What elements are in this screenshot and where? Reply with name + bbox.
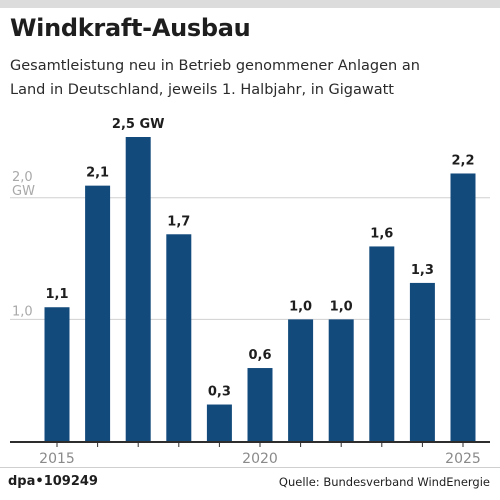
bar-2021	[288, 319, 314, 441]
bar-2024	[409, 282, 435, 441]
bar-2018	[166, 234, 192, 441]
bar-2016	[85, 185, 111, 441]
source-note: Quelle: Bundesverband WindEnergie	[278, 475, 490, 489]
bar-2017	[125, 137, 151, 441]
data-label-2020: 0,6	[248, 348, 271, 363]
bar-2020	[247, 368, 273, 441]
y-tick-label-0: 1,0	[12, 304, 33, 319]
y-tick-unit-1: GW	[12, 184, 35, 199]
data-label-2022: 1,0	[330, 299, 353, 314]
data-label-2024: 1,3	[411, 263, 434, 278]
x-tick-label-2015: 2015	[39, 451, 75, 467]
data-label-2017: 2,5 GW	[112, 117, 165, 132]
bar-2023	[369, 246, 395, 441]
data-label-2021: 1,0	[289, 299, 312, 314]
data-label-2016: 2,1	[86, 166, 109, 181]
y-tick-label-1: 2,0	[12, 170, 33, 185]
bar-2025	[450, 173, 476, 442]
x-tick-label-2025: 2025	[445, 451, 481, 467]
data-label-2019: 0,3	[208, 385, 231, 400]
chart-subtitle-line-2: Land in Deutschland, jeweils 1. Halbjahr…	[10, 82, 394, 98]
data-label-2015: 1,1	[45, 287, 68, 302]
bar-2015	[44, 307, 70, 441]
top-bar	[0, 0, 500, 8]
footer-divider	[0, 467, 500, 468]
data-label-2025: 2,2	[451, 153, 474, 168]
dpa-logo: dpa•109249	[8, 474, 98, 489]
chart-subtitle-line-1: Gesamtleistung neu in Betrieb genommener…	[10, 58, 420, 74]
data-label-2018: 1,7	[167, 214, 190, 229]
chart-title: Windkraft-Ausbau	[10, 14, 251, 42]
bar-2022	[328, 319, 354, 441]
bar-2019	[206, 404, 232, 441]
x-tick-label-2020: 2020	[242, 451, 278, 467]
data-label-2023: 1,6	[370, 226, 393, 241]
